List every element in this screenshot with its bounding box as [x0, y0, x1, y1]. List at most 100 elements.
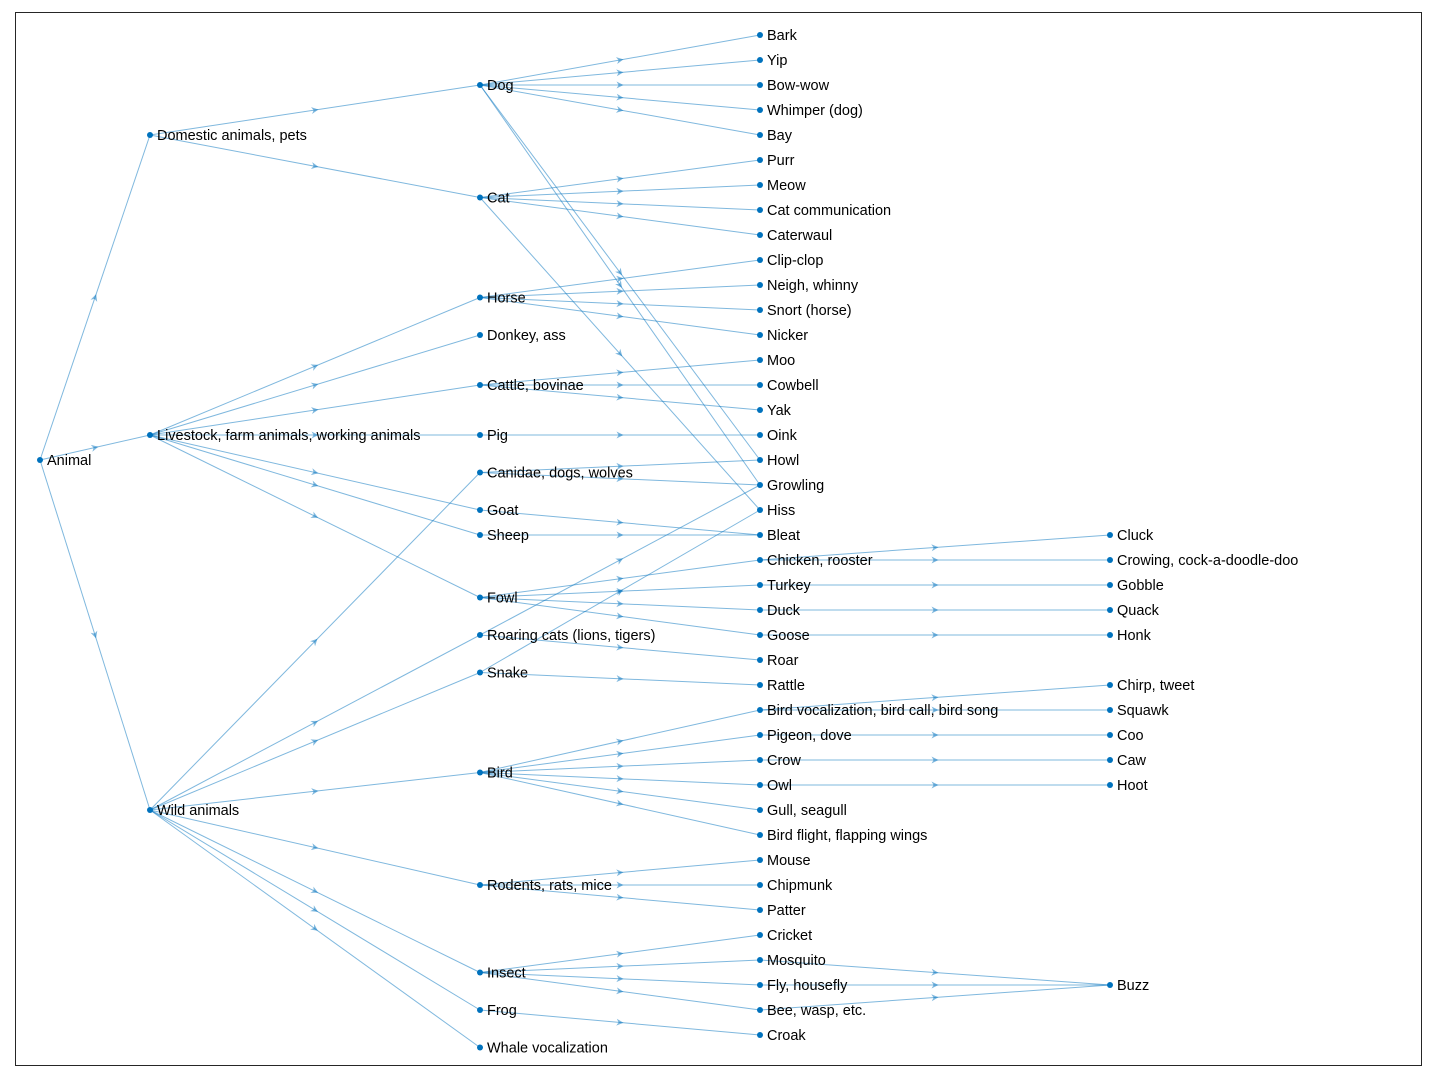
- node-rattle[interactable]: [757, 682, 763, 688]
- node-goat[interactable]: [477, 507, 483, 513]
- node-label: Hiss: [767, 503, 795, 519]
- node-honk[interactable]: [1107, 632, 1113, 638]
- node-gull-seagull[interactable]: [757, 807, 763, 813]
- node-neigh-whinny[interactable]: [757, 282, 763, 288]
- node-roaring-cats-lions-tigers[interactable]: [477, 632, 483, 638]
- node-whimper-dog[interactable]: [757, 107, 763, 113]
- node-goose[interactable]: [757, 632, 763, 638]
- node-sheep[interactable]: [477, 532, 483, 538]
- arrowhead-icon: [616, 381, 624, 389]
- node-croak[interactable]: [757, 1032, 763, 1038]
- node-label: Cat communication: [767, 203, 891, 219]
- node-bark[interactable]: [757, 32, 763, 38]
- node-hiss[interactable]: [757, 507, 763, 513]
- node-cat-communication[interactable]: [757, 207, 763, 213]
- node-growling[interactable]: [757, 482, 763, 488]
- node-cattle-bovinae[interactable]: [477, 382, 483, 388]
- node-label: Cattle, bovinae: [487, 378, 584, 394]
- node-chicken-rooster[interactable]: [757, 557, 763, 563]
- node-cricket[interactable]: [757, 932, 763, 938]
- arrowhead-icon: [616, 312, 624, 320]
- node-caw[interactable]: [1107, 757, 1113, 763]
- node-squawk[interactable]: [1107, 707, 1113, 713]
- arrowhead-icon: [310, 364, 319, 371]
- arrowhead-icon: [931, 781, 939, 789]
- node-dog[interactable]: [477, 82, 483, 88]
- node-label: Mouse: [767, 853, 811, 869]
- node-clip-clop[interactable]: [757, 257, 763, 263]
- node-quack[interactable]: [1107, 607, 1113, 613]
- node-bleat[interactable]: [757, 532, 763, 538]
- arrowhead-icon: [311, 107, 319, 114]
- node-gobble[interactable]: [1107, 582, 1113, 588]
- node-label: Nicker: [767, 328, 808, 344]
- node-oink[interactable]: [757, 432, 763, 438]
- node-label: Crow: [767, 753, 801, 769]
- node-label: Caterwaul: [767, 228, 832, 244]
- node-cowbell[interactable]: [757, 382, 763, 388]
- node-pigeon-dove[interactable]: [757, 732, 763, 738]
- node-horse[interactable]: [477, 294, 483, 301]
- node-nicker[interactable]: [757, 332, 763, 338]
- node-roar[interactable]: [757, 657, 763, 663]
- node-patter[interactable]: [757, 907, 763, 913]
- arrowhead-icon: [616, 175, 624, 183]
- node-cat[interactable]: [477, 194, 483, 201]
- node-whale-vocalization[interactable]: [477, 1044, 483, 1051]
- node-bow-wow[interactable]: [757, 82, 763, 88]
- node-label: Cluck: [1117, 528, 1154, 544]
- node-crow[interactable]: [757, 757, 763, 763]
- nodes-layer: [37, 32, 1113, 1051]
- node-rodents-rats-mice[interactable]: [477, 882, 483, 888]
- node-bird-flight-flapping-wings[interactable]: [757, 832, 763, 838]
- node-howl[interactable]: [757, 457, 763, 463]
- node-mouse[interactable]: [757, 857, 763, 863]
- arrowhead-icon: [310, 923, 318, 931]
- node-frog[interactable]: [477, 1007, 483, 1013]
- node-label: Cat: [487, 191, 510, 207]
- node-label: Chipmunk: [767, 878, 833, 894]
- node-label: Roaring cats (lions, tigers): [487, 628, 655, 644]
- arrowhead-icon: [616, 643, 624, 651]
- node-caterwaul[interactable]: [757, 232, 763, 238]
- node-cluck[interactable]: [1107, 532, 1113, 538]
- node-chipmunk[interactable]: [757, 882, 763, 888]
- node-meow[interactable]: [757, 182, 763, 188]
- node-bay[interactable]: [757, 132, 763, 138]
- node-donkey-ass[interactable]: [477, 332, 483, 338]
- arrowhead-icon: [615, 558, 624, 565]
- node-yip[interactable]: [757, 57, 763, 63]
- node-fowl[interactable]: [477, 594, 483, 601]
- node-chirp-tweet[interactable]: [1107, 682, 1113, 688]
- node-purr[interactable]: [757, 157, 763, 163]
- node-bee-wasp-etc[interactable]: [757, 1007, 763, 1013]
- arrowhead-icon: [310, 162, 319, 170]
- node-coo[interactable]: [1107, 732, 1113, 738]
- node-livestock-farm-animals-working-animals[interactable]: [147, 432, 153, 438]
- node-snake[interactable]: [477, 669, 483, 676]
- arrowhead-icon: [615, 738, 624, 746]
- node-bird-vocalization-bird-call-bird-song[interactable]: [757, 707, 763, 713]
- node-hoot[interactable]: [1107, 782, 1113, 788]
- node-fly-housefly[interactable]: [757, 982, 763, 988]
- node-bird[interactable]: [477, 769, 483, 776]
- node-owl[interactable]: [757, 782, 763, 788]
- node-wild-animals[interactable]: [147, 807, 153, 813]
- node-label: Domestic animals, pets: [157, 128, 307, 144]
- node-mosquito[interactable]: [757, 957, 763, 963]
- node-duck[interactable]: [757, 607, 763, 613]
- arrowhead-icon: [616, 950, 624, 958]
- node-yak[interactable]: [757, 407, 763, 413]
- node-crowing-cock-a-doodle-doo[interactable]: [1107, 557, 1113, 563]
- node-label: Clip-clop: [767, 253, 823, 269]
- node-buzz[interactable]: [1107, 982, 1113, 988]
- node-snort-horse[interactable]: [757, 307, 763, 313]
- arrowhead-icon: [616, 987, 624, 995]
- node-insect[interactable]: [477, 969, 483, 976]
- node-turkey[interactable]: [757, 582, 763, 588]
- node-domestic-animals-pets[interactable]: [147, 132, 153, 138]
- node-pig[interactable]: [477, 432, 483, 438]
- node-moo[interactable]: [757, 357, 763, 363]
- node-animal[interactable]: [37, 457, 43, 463]
- node-canidae-dogs-wolves[interactable]: [477, 469, 483, 476]
